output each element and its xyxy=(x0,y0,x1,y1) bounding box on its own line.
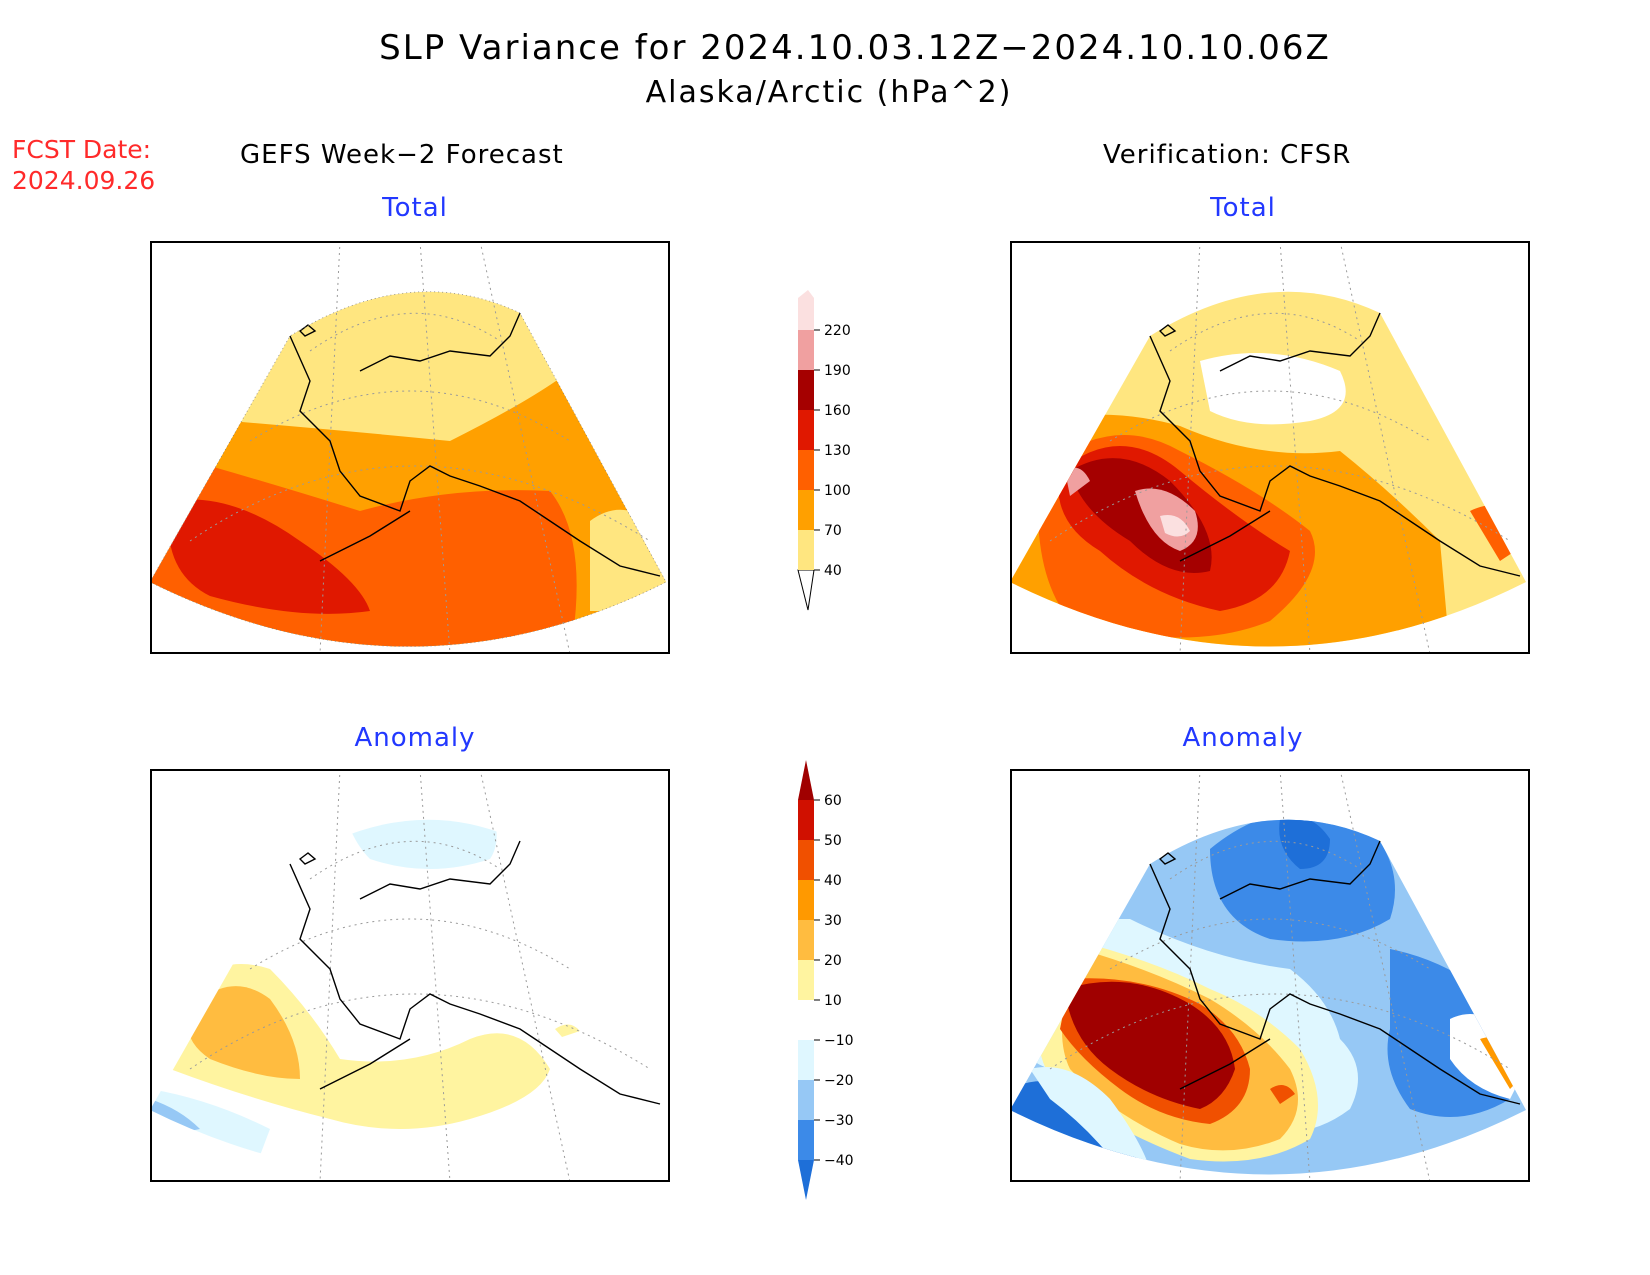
gefs-total-map xyxy=(150,241,670,654)
colorbar-total-swatch xyxy=(798,450,814,490)
cfsr-total-coastline xyxy=(1149,312,1521,577)
colorbar-anomaly-tick-label: 60 xyxy=(824,793,842,809)
colorbar-anomaly-swatch xyxy=(798,1040,814,1080)
gefs-total-panel-title: Total xyxy=(382,193,448,223)
colorbar-total-tick-label: 130 xyxy=(824,443,851,459)
colorbar-anomaly-tick-label: −30 xyxy=(824,1113,854,1129)
colorbar-total-tick-label: 160 xyxy=(824,403,851,419)
gefs-anomaly-panel-title: Anomaly xyxy=(354,723,476,753)
cfsr-anomaly-frame xyxy=(1010,769,1530,1182)
colorbar-anomaly-swatch xyxy=(798,1080,814,1120)
gefs-anomaly-map xyxy=(150,769,670,1182)
colorbar-total-swatch xyxy=(798,330,814,370)
cfsr-anomaly-fill xyxy=(1010,819,1526,1175)
colorbar-total-tick-label: 100 xyxy=(824,483,851,499)
right-column-header: Verification: CFSR xyxy=(1103,140,1352,170)
colorbar-anomaly-tick-label: 40 xyxy=(824,873,842,889)
colorbar-total-swatch xyxy=(798,490,814,530)
colorbar-anomaly-tick-label: 20 xyxy=(824,953,842,969)
colorbar-anomaly-swatch xyxy=(798,960,814,1000)
gefs-total-graticule xyxy=(189,241,651,654)
chart-title: SLP Variance for 2024.10.03.12Z−2024.10.… xyxy=(379,28,1331,68)
total-colorbar: 40 70 100 130 160 190 220 xyxy=(797,290,851,611)
colorbar-total-tick-label: 220 xyxy=(824,323,851,339)
colorbar-anomaly-swatch xyxy=(798,1000,814,1040)
colorbar-anomaly-tick-label: −10 xyxy=(824,1033,854,1049)
cfsr-anomaly-map xyxy=(1010,769,1530,1182)
gefs-total-fill xyxy=(150,291,666,647)
colorbar-total-tick-label: 40 xyxy=(824,563,842,579)
cfsr-anomaly-panel-title: Anomaly xyxy=(1182,723,1304,753)
colorbar-total-tick-label: 190 xyxy=(824,363,851,379)
colorbar-anomaly-cap-low xyxy=(798,1160,814,1200)
fcst-date-value: 2024.09.26 xyxy=(12,166,156,195)
colorbar-anomaly-swatch xyxy=(798,800,814,840)
gefs-anomaly-fill xyxy=(150,819,666,1175)
colorbar-anomaly-swatch xyxy=(798,840,814,880)
cfsr-total-fill xyxy=(1010,291,1526,647)
colorbar-anomaly-swatch xyxy=(798,920,814,960)
colorbar-total-cap-low xyxy=(797,569,815,611)
cfsr-total-frame xyxy=(1010,241,1530,654)
colorbar-anomaly-tick-label: 10 xyxy=(824,993,842,1009)
colorbar-anomaly-cap-high xyxy=(798,760,814,800)
gefs-anomaly-frame xyxy=(150,769,670,1182)
gefs-anomaly-coastline xyxy=(289,840,661,1105)
colorbar-total-cap-high xyxy=(798,290,814,330)
colorbar-anomaly-swatch xyxy=(798,880,814,920)
colorbar-total-swatch xyxy=(798,370,814,410)
colorbar-total-tick-label: 70 xyxy=(824,523,842,539)
colorbar-total-swatch xyxy=(798,530,814,570)
anomaly-colorbar: 60 50 40 30 20 10 −10 −20 −30 −40 xyxy=(798,760,854,1200)
cfsr-total-map xyxy=(1010,241,1530,654)
cfsr-total-panel-title: Total xyxy=(1210,193,1276,223)
cfsr-anomaly-coastline xyxy=(1149,840,1521,1105)
left-column-header: GEFS Week−2 Forecast xyxy=(240,140,564,170)
gefs-total-coastline xyxy=(289,312,661,577)
colorbar-anomaly-tick-label: −40 xyxy=(824,1153,854,1169)
fcst-date-label: FCST Date: xyxy=(12,135,152,164)
colorbar-anomaly-tick-label: 30 xyxy=(824,913,842,929)
colorbar-anomaly-swatch xyxy=(798,1120,814,1160)
gefs-total-frame xyxy=(150,241,670,654)
colorbar-anomaly-tick-label: 50 xyxy=(824,833,842,849)
colorbar-total-swatch xyxy=(798,410,814,450)
colorbar-anomaly-tick-label: −20 xyxy=(824,1073,854,1089)
chart-subtitle: Alaska/Arctic (hPa^2) xyxy=(645,75,1013,110)
